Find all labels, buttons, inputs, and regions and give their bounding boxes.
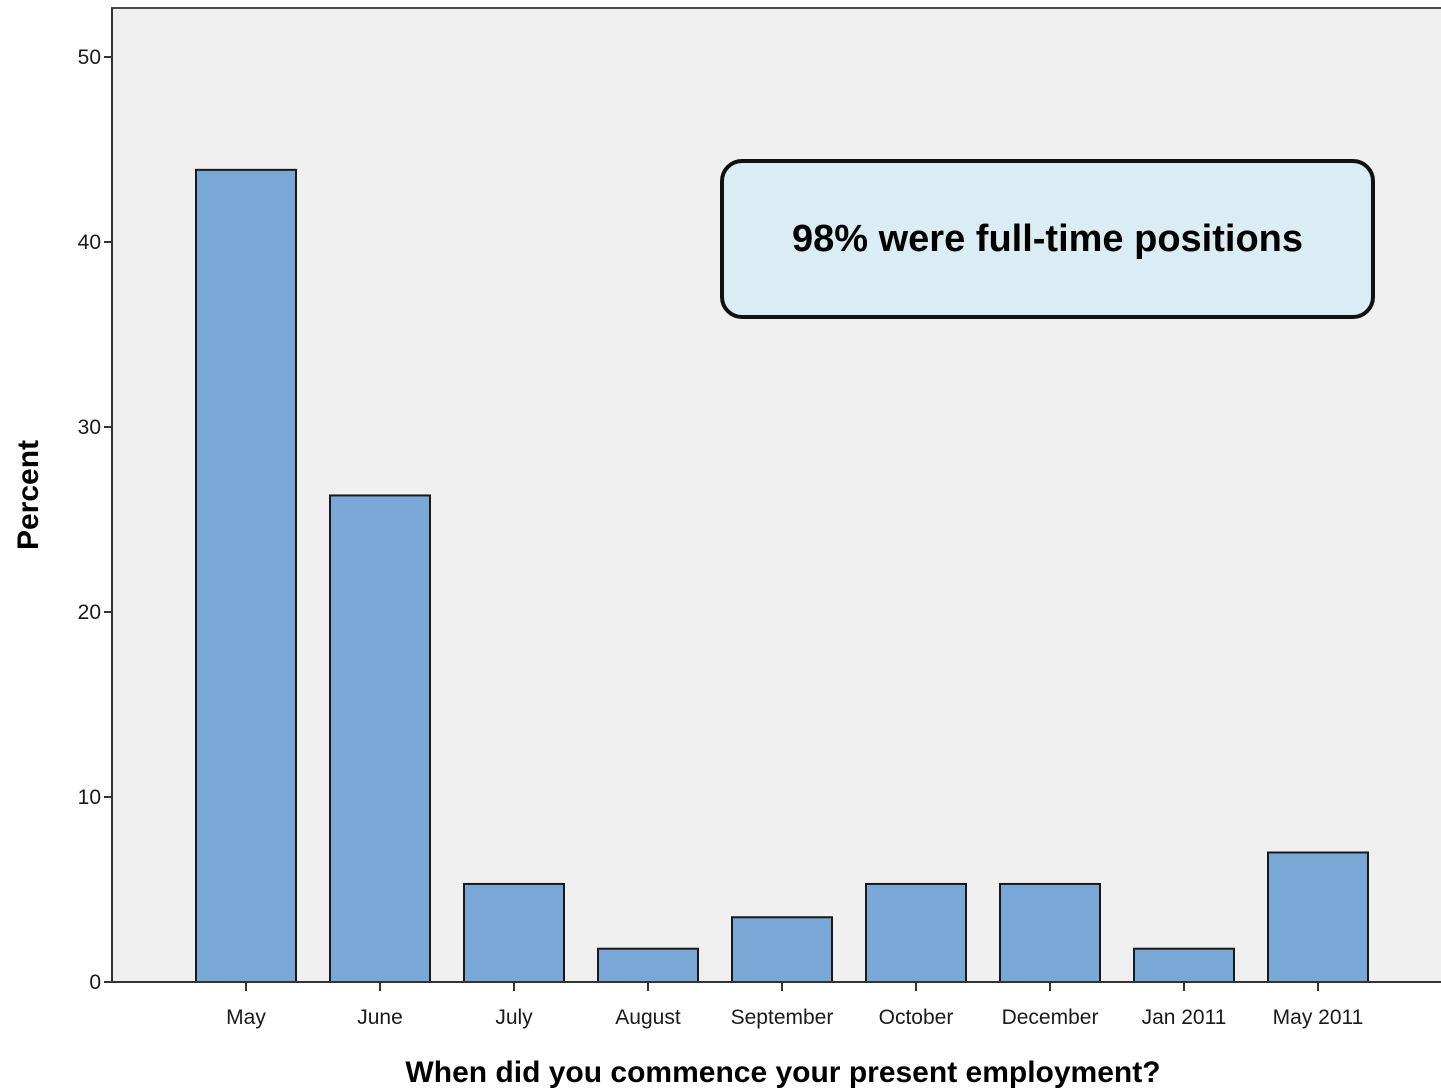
y-axis-title: Percent: [12, 440, 45, 550]
bar-jan-2011: [1133, 947, 1235, 984]
x-tick-label: July: [495, 1006, 533, 1029]
annotation-callout: 98% were full-time positions: [720, 159, 1375, 319]
x-tick-label: August: [615, 1006, 681, 1029]
bar-august: [597, 947, 699, 984]
bar-october: [865, 882, 967, 984]
x-tick-label: Jan 2011: [1142, 1006, 1227, 1029]
plot-area: [111, 7, 1441, 983]
bar-may: [195, 168, 297, 984]
bar-may-2011: [1267, 851, 1369, 983]
x-tick-label: May: [226, 1006, 266, 1029]
x-tick-label: June: [357, 1006, 403, 1029]
x-ticks-group: May June July August September October Decembe…: [226, 982, 1363, 1029]
bar-june: [329, 494, 431, 983]
y-tick-label: 50: [78, 46, 101, 69]
y-tick-label: 30: [78, 416, 101, 439]
bar-december: [999, 882, 1101, 984]
bar-july: [463, 882, 565, 984]
annotation-text: 98% were full-time positions: [792, 217, 1303, 260]
x-axis-title: When did you commence your present emplo…: [405, 1056, 1160, 1089]
y-ticks-group: 0 10 20 30 40 50: [78, 46, 112, 994]
x-tick-label: December: [1002, 1006, 1099, 1029]
y-tick-label: 0: [89, 971, 101, 994]
x-tick-label: May 2011: [1273, 1006, 1364, 1029]
x-tick-label: October: [879, 1006, 954, 1029]
bar-september: [731, 916, 833, 983]
y-tick-label: 10: [78, 786, 101, 809]
y-tick-label: 20: [78, 601, 101, 624]
y-tick-label: 40: [78, 231, 101, 254]
x-tick-label: September: [731, 1006, 834, 1029]
